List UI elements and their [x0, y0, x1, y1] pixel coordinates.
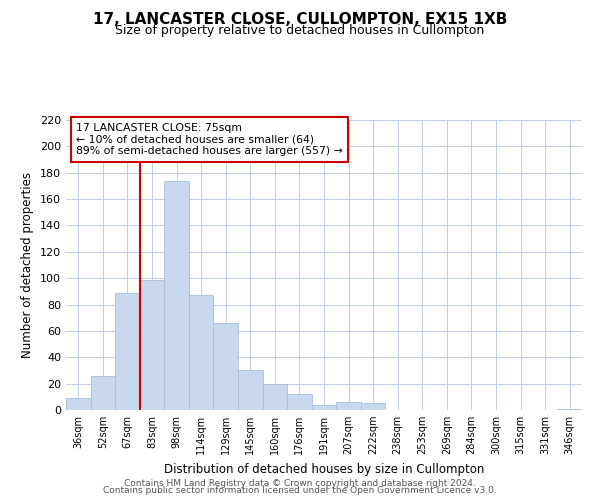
Y-axis label: Number of detached properties: Number of detached properties [22, 172, 34, 358]
Bar [214, 323, 238, 410]
Bar [66, 398, 91, 410]
Bar [140, 280, 164, 410]
Bar [91, 376, 115, 410]
Text: 17, LANCASTER CLOSE, CULLOMPTON, EX15 1XB: 17, LANCASTER CLOSE, CULLOMPTON, EX15 1X… [93, 12, 507, 28]
Bar [287, 394, 312, 410]
Bar [361, 404, 385, 410]
Bar [189, 296, 214, 410]
Bar [238, 370, 263, 410]
X-axis label: Distribution of detached houses by size in Cullompton: Distribution of detached houses by size … [164, 462, 484, 475]
Text: 17 LANCASTER CLOSE: 75sqm
← 10% of detached houses are smaller (64)
89% of semi-: 17 LANCASTER CLOSE: 75sqm ← 10% of detac… [76, 123, 343, 156]
Bar [164, 180, 189, 410]
Bar [263, 384, 287, 410]
Text: Contains public sector information licensed under the Open Government Licence v3: Contains public sector information licen… [103, 486, 497, 495]
Bar [336, 402, 361, 410]
Bar [312, 404, 336, 410]
Text: Contains HM Land Registry data © Crown copyright and database right 2024.: Contains HM Land Registry data © Crown c… [124, 478, 476, 488]
Bar [557, 408, 582, 410]
Bar [115, 292, 140, 410]
Text: Size of property relative to detached houses in Cullompton: Size of property relative to detached ho… [115, 24, 485, 37]
